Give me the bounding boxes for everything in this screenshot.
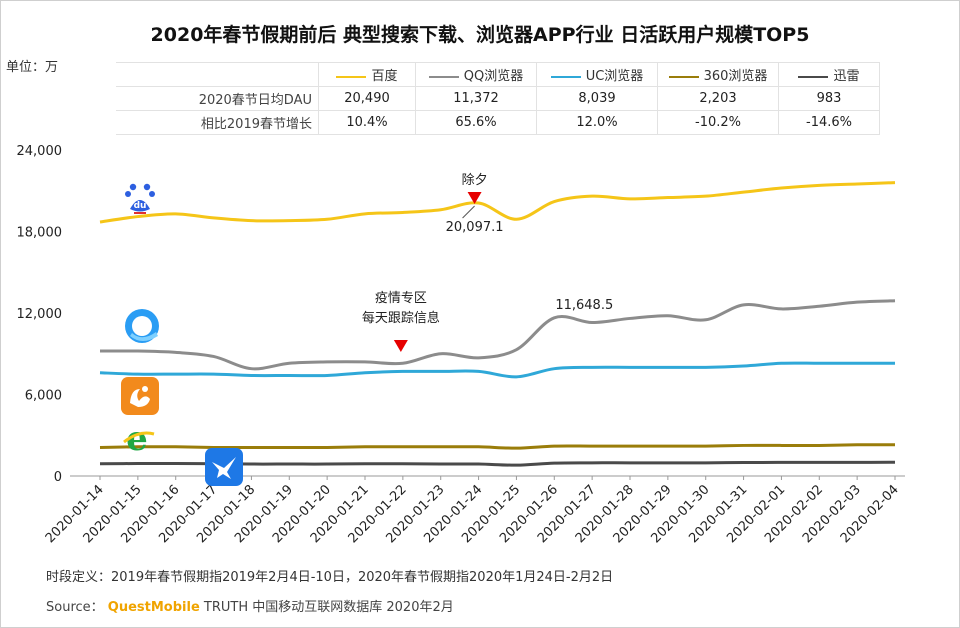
footnote: 时段定义：2019年春节假期指2019年2月4日-10日，2020年春节假期指2… bbox=[46, 570, 614, 585]
legend-360: 360浏览器 bbox=[657, 62, 779, 87]
uc-browser-icon bbox=[121, 377, 159, 415]
series-line-uc-browser bbox=[99, 361, 895, 379]
xunlei-icon bbox=[205, 448, 243, 486]
svg-text:e: e bbox=[126, 420, 148, 454]
legend-label: 360浏览器 bbox=[703, 69, 768, 84]
y-axis: 0 6,000 12,000 18,000 24,000 bbox=[17, 144, 63, 485]
growth-value: -14.6% bbox=[778, 110, 880, 135]
summary-table: 百度 QQ浏览器 UC浏览器 360浏览器 迅雷 2020春节日均DAU 20,… bbox=[116, 62, 880, 135]
y-tick-label: 12,000 bbox=[17, 307, 63, 322]
growth-value: 65.6% bbox=[415, 110, 537, 135]
annotation-value-qq-peak: 11,648.5 bbox=[555, 298, 613, 313]
annotation-value-chuxi: 20,097.1 bbox=[446, 220, 504, 235]
unit-label: 单位：万 bbox=[6, 60, 59, 75]
summary-dau-row: 2020春节日均DAU 20,490 11,372 8,039 2,203 98… bbox=[116, 86, 880, 111]
dau-value: 11,372 bbox=[415, 86, 537, 111]
y-tick-label: 24,000 bbox=[17, 144, 63, 159]
legend-label: 百度 bbox=[371, 69, 398, 84]
growth-value: 12.0% bbox=[536, 110, 658, 135]
annotation-marker-chuxi bbox=[467, 192, 482, 204]
svg-text:du: du bbox=[134, 201, 147, 211]
legend-line-baidu bbox=[336, 75, 367, 78]
dau-value: 983 bbox=[778, 86, 880, 111]
legend-baidu: 百度 bbox=[318, 62, 416, 87]
y-tick-label: 0 bbox=[54, 470, 62, 485]
dau-value: 20,490 bbox=[318, 86, 416, 111]
legend-line-qq bbox=[428, 75, 459, 78]
annotation-label-epidemic: 疫情专区 bbox=[375, 290, 427, 306]
dau-value: 8,039 bbox=[536, 86, 658, 111]
growth-value: -10.2% bbox=[657, 110, 779, 135]
source-brand: QuestMobile bbox=[107, 600, 200, 615]
series-line-baidu bbox=[99, 181, 896, 224]
dau-value: 2,203 bbox=[657, 86, 779, 111]
summary-growth-row: 相比2019春节增长 10.4% 65.6% 12.0% -10.2% -14.… bbox=[116, 110, 880, 135]
source-rest: TRUTH 中国移动互联网数据库 2020年2月 bbox=[203, 600, 454, 615]
legend-qq: QQ浏览器 bbox=[415, 62, 537, 87]
legend-label: 迅雷 bbox=[833, 69, 860, 84]
annotation-label-epidemic-2: 每天跟踪信息 bbox=[362, 310, 440, 326]
annotation-marker-epidemic bbox=[393, 340, 408, 352]
row-label-growth: 相比2019春节增长 bbox=[116, 110, 319, 135]
legend-label: UC浏览器 bbox=[585, 69, 644, 84]
summary-header-row: 百度 QQ浏览器 UC浏览器 360浏览器 迅雷 bbox=[116, 62, 880, 87]
source-line: Source： QuestMobile TRUTH 中国移动互联网数据库 202… bbox=[46, 596, 454, 615]
chart-title: 2020年春节假期前后 典型搜索下载、浏览器APP行业 日活跃用户规模TOP5 bbox=[150, 24, 810, 46]
annotation-label-chuxi: 除夕 bbox=[462, 173, 488, 188]
legend-line-uc bbox=[550, 75, 581, 78]
legend-line-xunlei bbox=[798, 75, 829, 78]
series-line-360-browser bbox=[99, 443, 896, 450]
x-axis: 2020-01-142020-01-152020-01-162020-01-17… bbox=[43, 476, 902, 546]
annotation-leader bbox=[462, 205, 475, 219]
y-tick-label: 18,000 bbox=[17, 226, 63, 241]
qq-browser-icon bbox=[122, 306, 162, 346]
360-browser-icon: e bbox=[122, 419, 156, 459]
legend-line-360 bbox=[668, 75, 699, 78]
growth-value: 10.4% bbox=[318, 110, 416, 135]
legend-label: QQ浏览器 bbox=[463, 69, 524, 84]
source-prefix: Source： bbox=[46, 600, 104, 615]
y-tick-label: 6,000 bbox=[25, 389, 62, 404]
series-line-qq-browser bbox=[99, 299, 896, 371]
baidu-icon: du bbox=[124, 181, 156, 215]
